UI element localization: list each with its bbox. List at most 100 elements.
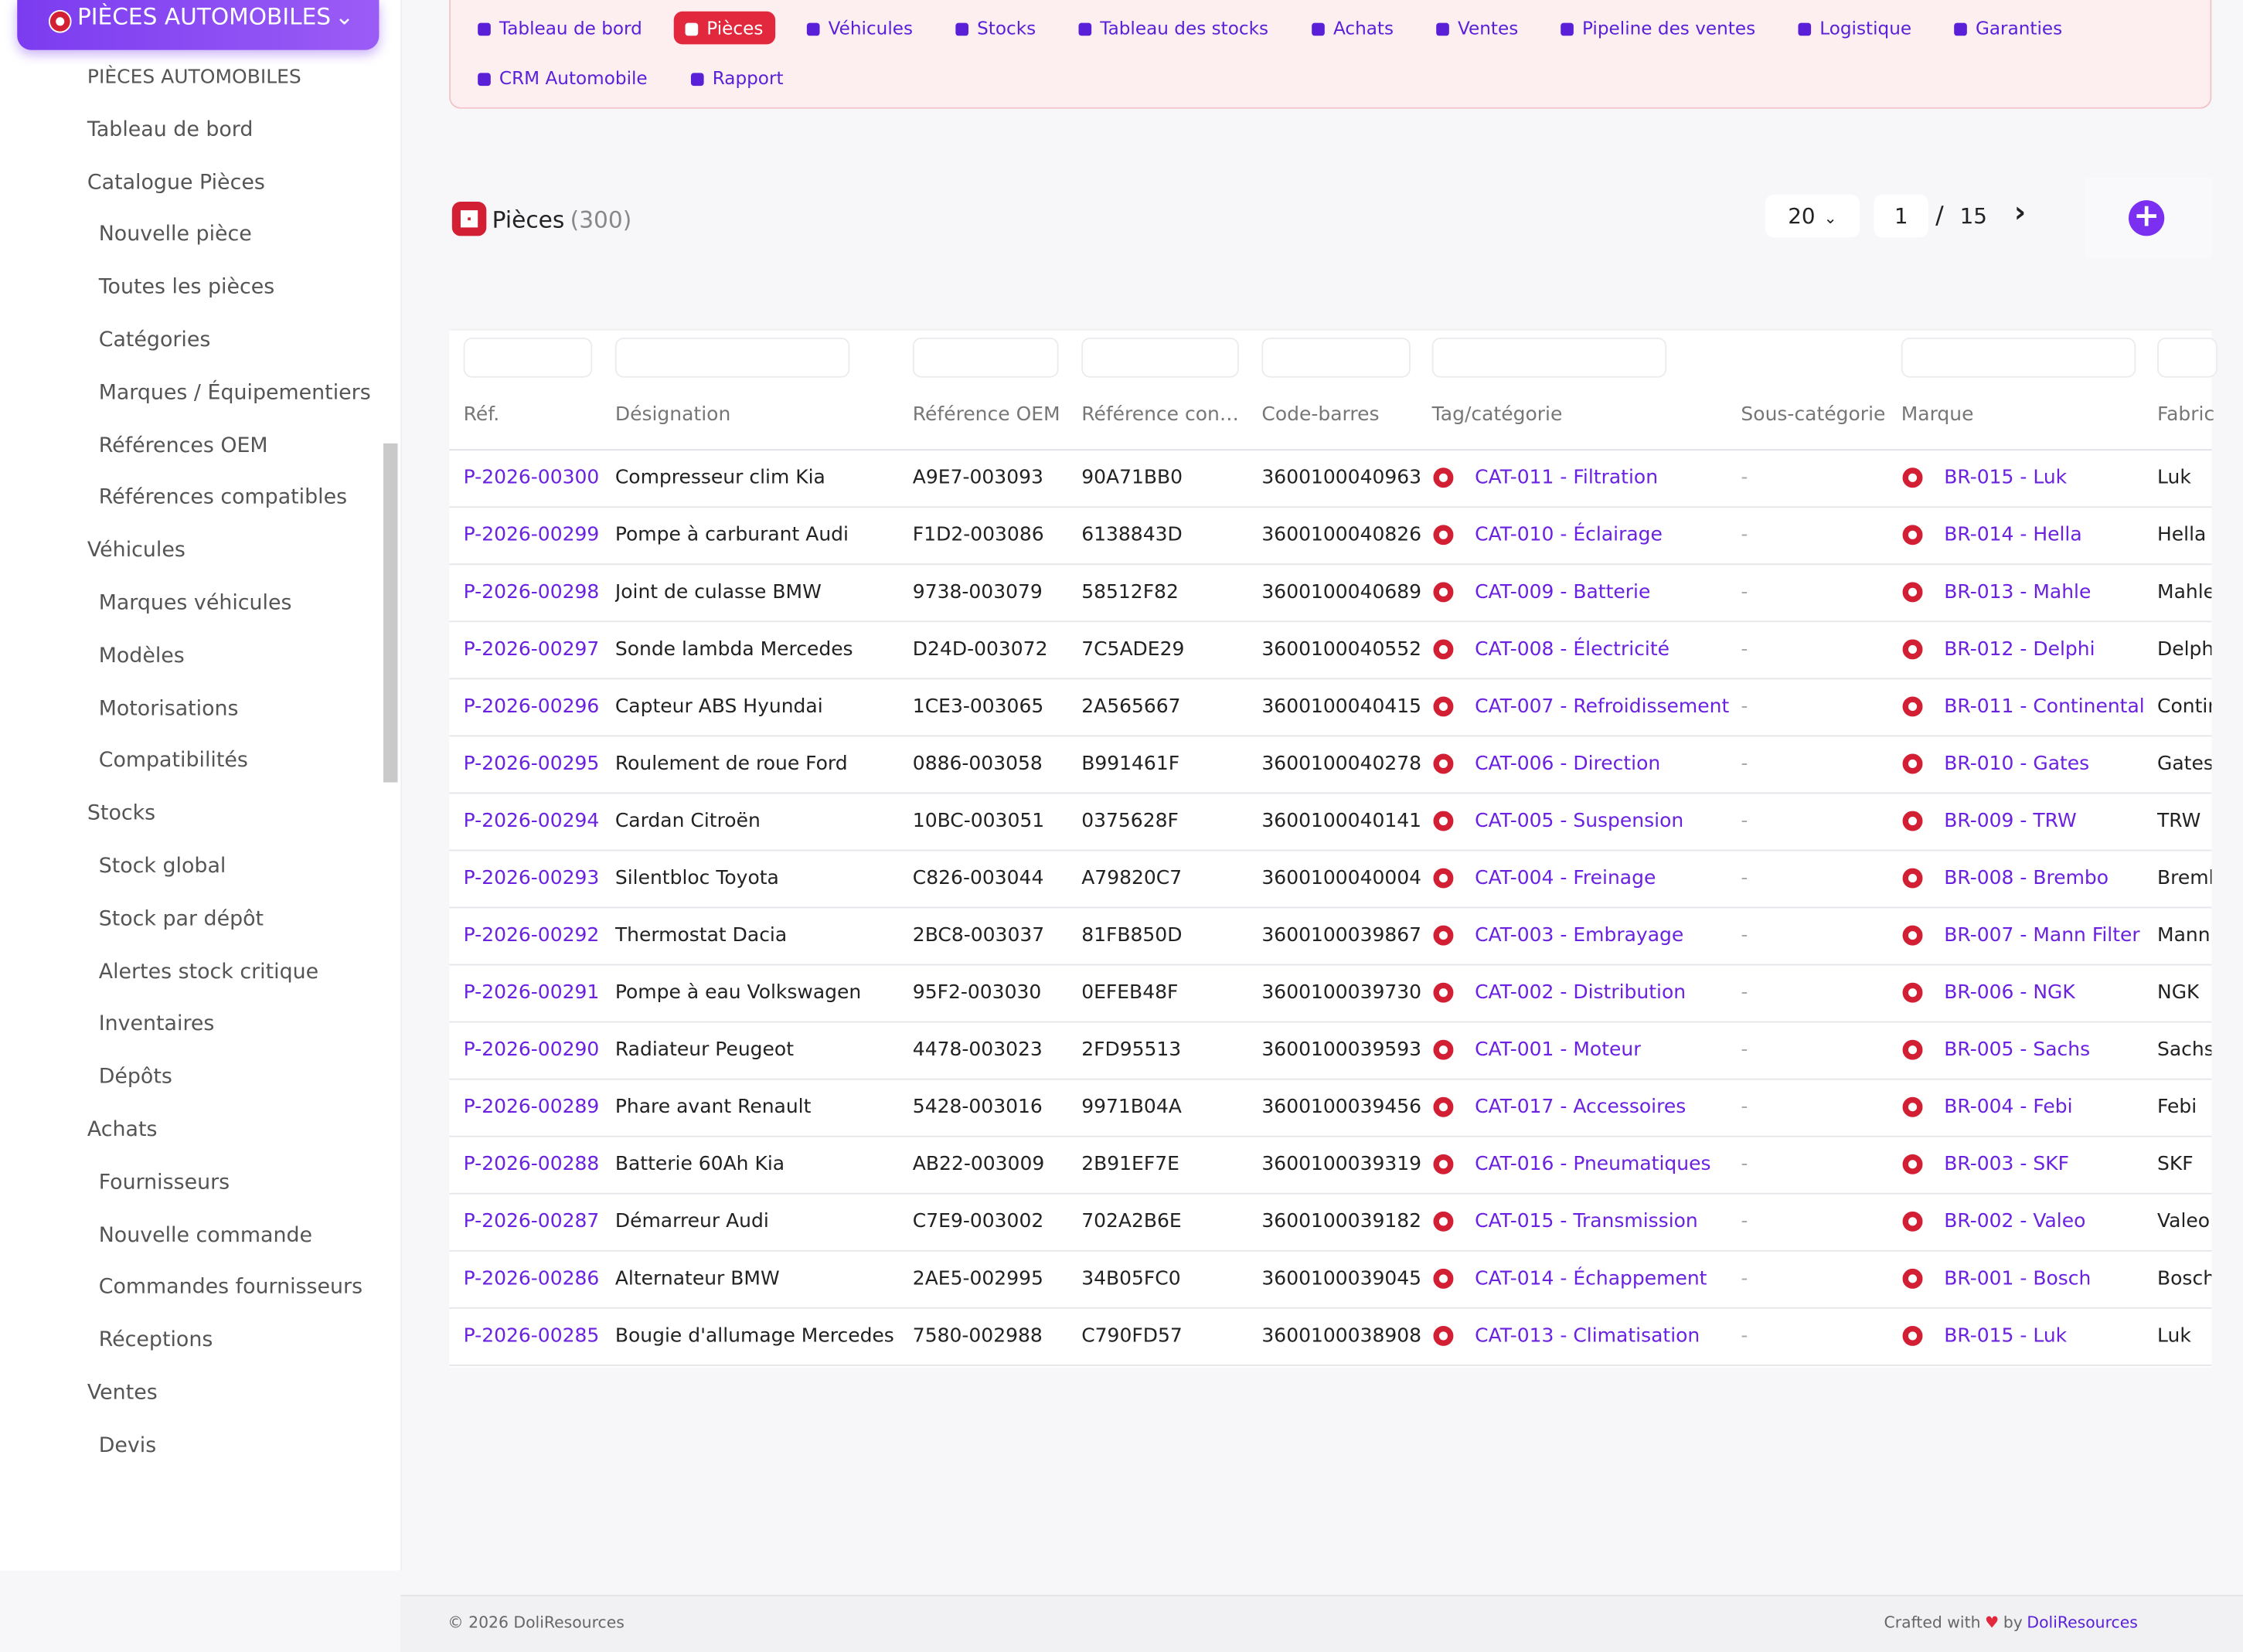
- table-cell[interactable]: CAT-002 - Distribution: [1475, 981, 1687, 1004]
- table-cell[interactable]: CAT-010 - Éclairage: [1475, 523, 1663, 547]
- table-cell[interactable]: BR-006 - NGK: [1944, 981, 2075, 1004]
- sidebar-subitem[interactable]: Stock par dépôt: [98, 908, 264, 931]
- table-cell[interactable]: P-2026-00293: [463, 866, 600, 890]
- scrollbar[interactable]: [383, 443, 398, 783]
- column-header[interactable]: Désignation: [614, 403, 731, 427]
- sidebar-item[interactable]: Véhicules: [87, 539, 185, 563]
- sidebar-item[interactable]: Tableau de bord: [87, 118, 254, 141]
- table-cell[interactable]: P-2026-00290: [463, 1038, 600, 1062]
- table-cell[interactable]: P-2026-00296: [463, 695, 600, 719]
- nav-tab[interactable]: Garanties: [1942, 12, 2074, 45]
- table-cell[interactable]: BR-009 - TRW: [1944, 809, 2077, 833]
- table-cell[interactable]: CAT-003 - Embrayage: [1475, 923, 1684, 947]
- table-cell[interactable]: CAT-007 - Refroidissement: [1475, 695, 1730, 719]
- table-cell[interactable]: P-2026-00298: [463, 580, 600, 604]
- column-header[interactable]: Sous-catégorie: [1741, 403, 1886, 427]
- table-cell[interactable]: P-2026-00288: [463, 1152, 600, 1176]
- add-button[interactable]: +: [2085, 177, 2212, 258]
- table-cell[interactable]: BR-005 - Sachs: [1944, 1038, 2091, 1062]
- table-cell[interactable]: CAT-001 - Moteur: [1475, 1038, 1642, 1062]
- nav-tab[interactable]: Rapport: [679, 62, 795, 95]
- table-cell[interactable]: P-2026-00292: [463, 923, 600, 947]
- nav-tab[interactable]: Pièces: [673, 11, 775, 45]
- nav-tab[interactable]: Ventes: [1424, 12, 1530, 45]
- table-cell[interactable]: P-2026-00300: [463, 466, 600, 490]
- sidebar-subitem[interactable]: Dépôts: [98, 1066, 172, 1089]
- table-cell[interactable]: BR-001 - Bosch: [1944, 1267, 2092, 1290]
- table-cell[interactable]: BR-010 - Gates: [1944, 752, 2090, 776]
- table-cell[interactable]: BR-015 - Luk: [1944, 1324, 2068, 1348]
- sidebar-subitem[interactable]: Références compatibles: [98, 487, 348, 510]
- table-cell[interactable]: P-2026-00295: [463, 752, 600, 776]
- table-cell[interactable]: P-2026-00299: [463, 523, 600, 547]
- filter-input[interactable]: [912, 337, 1059, 378]
- column-header[interactable]: Code-barres: [1261, 403, 1380, 427]
- nav-tab[interactable]: Logistique: [1787, 12, 1923, 45]
- table-cell[interactable]: P-2026-00289: [463, 1095, 600, 1119]
- column-header[interactable]: Réf.: [463, 403, 500, 427]
- column-header[interactable]: Tag/catégorie: [1431, 403, 1563, 427]
- table-cell[interactable]: BR-013 - Mahle: [1944, 580, 2092, 604]
- table-cell[interactable]: P-2026-00287: [463, 1210, 600, 1233]
- sidebar-subitem[interactable]: Marques véhicules: [98, 592, 292, 615]
- sidebar-subitem[interactable]: Toutes les pièces: [98, 276, 275, 300]
- table-cell[interactable]: CAT-005 - Suspension: [1475, 809, 1684, 833]
- sidebar-subitem[interactable]: Références OEM: [98, 433, 268, 457]
- sidebar-subitem[interactable]: Fournisseurs: [98, 1171, 230, 1195]
- table-cell[interactable]: BR-002 - Valeo: [1944, 1210, 2086, 1233]
- table-cell[interactable]: BR-014 - Hella: [1944, 523, 2082, 547]
- sidebar-subitem[interactable]: Réceptions: [98, 1329, 213, 1352]
- sidebar-subitem[interactable]: Compatibilités: [98, 750, 248, 773]
- sidebar-subitem[interactable]: Stock global: [98, 855, 226, 879]
- filter-input[interactable]: [1901, 337, 2136, 378]
- sidebar-subitem[interactable]: Devis: [98, 1434, 157, 1457]
- table-cell[interactable]: CAT-006 - Direction: [1475, 752, 1661, 776]
- table-cell[interactable]: BR-011 - Continental: [1944, 695, 2145, 719]
- table-cell[interactable]: CAT-008 - Électricité: [1475, 637, 1670, 661]
- filter-input[interactable]: [463, 337, 593, 378]
- table-cell[interactable]: BR-012 - Delphi: [1944, 637, 2095, 661]
- table-cell[interactable]: P-2026-00294: [463, 809, 600, 833]
- table-cell[interactable]: P-2026-00297: [463, 637, 600, 661]
- column-header[interactable]: Marque: [1901, 403, 1974, 427]
- filter-input[interactable]: [614, 337, 850, 378]
- sidebar-item[interactable]: PIÈCES AUTOMOBILES: [87, 66, 301, 89]
- table-cell[interactable]: CAT-011 - Filtration: [1475, 466, 1659, 490]
- table-cell[interactable]: BR-008 - Brembo: [1944, 866, 2109, 890]
- nav-tab[interactable]: Véhicules: [795, 12, 924, 45]
- sidebar-item[interactable]: Ventes: [87, 1382, 158, 1405]
- page-input[interactable]: 1: [1874, 194, 1928, 238]
- table-cell[interactable]: CAT-004 - Freinage: [1475, 866, 1656, 890]
- sidebar-subitem[interactable]: Inventaires: [98, 1013, 215, 1036]
- filter-input[interactable]: [1431, 337, 1667, 378]
- table-cell[interactable]: BR-007 - Mann Filter: [1944, 923, 2140, 947]
- sidebar-item[interactable]: Achats: [87, 1118, 158, 1142]
- brand-button[interactable]: PIÈCES AUTOMOBILES ⌄: [17, 0, 380, 50]
- table-cell[interactable]: BR-015 - Luk: [1944, 466, 2068, 490]
- per-page-select[interactable]: 20 ⌄: [1765, 194, 1860, 238]
- nav-tab[interactable]: Tableau des stocks: [1067, 12, 1280, 45]
- filter-input[interactable]: [2157, 337, 2217, 378]
- table-cell[interactable]: P-2026-00286: [463, 1267, 600, 1290]
- filter-input[interactable]: [1261, 337, 1411, 378]
- column-header[interactable]: Fabric: [2157, 403, 2215, 427]
- nav-tab[interactable]: CRM Automobile: [466, 62, 659, 95]
- sidebar-subitem[interactable]: Nouvelle pièce: [98, 223, 252, 247]
- sidebar-subitem[interactable]: Catégories: [98, 328, 211, 352]
- table-cell[interactable]: CAT-014 - Échappement: [1475, 1267, 1707, 1290]
- table-cell[interactable]: CAT-017 - Accessoires: [1475, 1095, 1687, 1119]
- sidebar-subitem[interactable]: Motorisations: [98, 697, 239, 721]
- column-header[interactable]: Référence con…: [1081, 403, 1239, 427]
- sidebar-item[interactable]: Stocks: [87, 802, 156, 826]
- nav-tab[interactable]: Stocks: [945, 12, 1047, 45]
- footer-link[interactable]: DoliResources: [2027, 1613, 2138, 1633]
- filter-input[interactable]: [1081, 337, 1239, 378]
- sidebar-subitem[interactable]: Alertes stock critique: [98, 960, 319, 984]
- sidebar-subitem[interactable]: Marques / Équipementiers: [98, 381, 371, 405]
- table-cell[interactable]: CAT-009 - Batterie: [1475, 580, 1651, 604]
- table-cell[interactable]: CAT-013 - Climatisation: [1475, 1324, 1700, 1348]
- sidebar-item[interactable]: Catalogue Pièces: [87, 171, 265, 194]
- sidebar-subitem[interactable]: Nouvelle commande: [98, 1223, 313, 1247]
- sidebar-subitem[interactable]: Modèles: [98, 644, 185, 668]
- table-cell[interactable]: P-2026-00285: [463, 1324, 600, 1348]
